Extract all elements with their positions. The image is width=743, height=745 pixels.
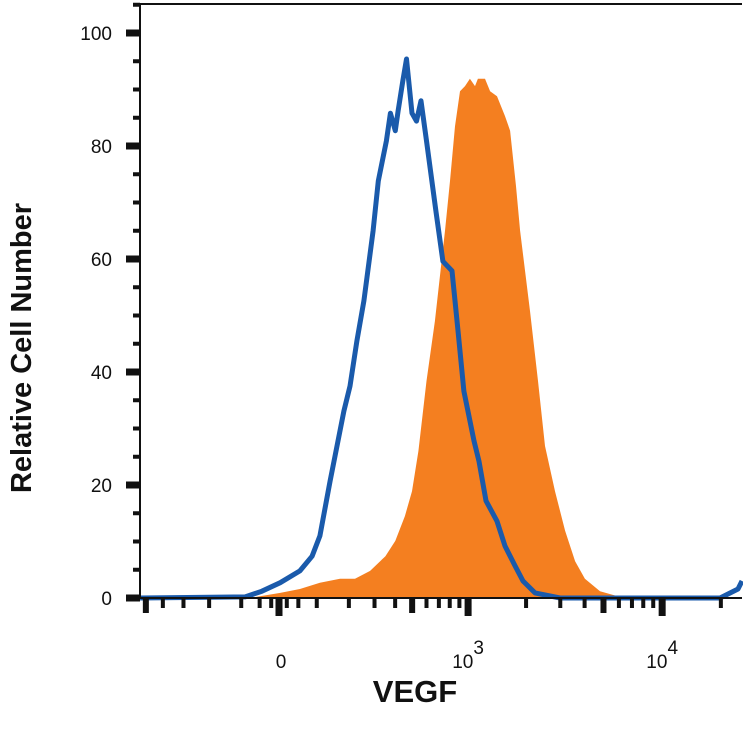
y-major-tick bbox=[126, 594, 140, 602]
x-minor-tick bbox=[314, 599, 319, 608]
x-tick-label: 104 bbox=[646, 638, 678, 673]
x-minor-tick bbox=[582, 599, 587, 608]
y-minor-tick bbox=[133, 511, 140, 516]
series-layer bbox=[140, 56, 743, 601]
x-minor-tick bbox=[239, 599, 244, 608]
x-minor-tick bbox=[651, 599, 656, 608]
x-medium-tick bbox=[142, 599, 149, 613]
y-major-tick bbox=[126, 142, 140, 150]
x-minor-tick bbox=[718, 599, 723, 608]
x-minor-tick bbox=[372, 599, 377, 608]
x-minor-tick bbox=[457, 599, 462, 608]
x-minor-tick bbox=[558, 599, 563, 608]
x-medium-tick bbox=[409, 599, 416, 613]
x-tick-label-exponent: 4 bbox=[667, 638, 678, 659]
x-axis-title: VEGF bbox=[373, 674, 457, 709]
y-minor-tick bbox=[133, 200, 140, 205]
y-tick-label: 100 bbox=[80, 24, 112, 45]
x-tick-label: 103 bbox=[452, 638, 484, 673]
x-minor-tick bbox=[641, 599, 646, 608]
x-minor-tick bbox=[524, 599, 529, 608]
y-tick-label: 60 bbox=[91, 250, 112, 271]
y-major-tick bbox=[126, 481, 140, 489]
x-tick-label-base: 0 bbox=[276, 652, 287, 673]
y-major-tick bbox=[126, 368, 140, 376]
y-tick-label: 40 bbox=[91, 363, 112, 384]
y-major-tick bbox=[126, 29, 140, 37]
y-minor-tick bbox=[133, 59, 140, 64]
x-minor-tick bbox=[447, 599, 452, 608]
y-minor-tick bbox=[133, 115, 140, 120]
x-major-tick bbox=[275, 599, 283, 616]
y-minor-tick bbox=[133, 2, 140, 7]
y-minor-tick bbox=[133, 285, 140, 290]
x-minor-tick bbox=[393, 599, 398, 608]
series-1-outline-histogram bbox=[140, 56, 743, 601]
x-minor-tick bbox=[629, 599, 634, 608]
x-minor-tick bbox=[436, 599, 441, 608]
y-minor-tick bbox=[133, 567, 140, 572]
y-minor-tick bbox=[133, 313, 140, 318]
y-minor-tick bbox=[133, 172, 140, 177]
x-medium-tick bbox=[600, 599, 607, 613]
x-minor-tick bbox=[424, 599, 429, 608]
x-minor-tick bbox=[269, 599, 274, 608]
y-tick-label: 20 bbox=[91, 476, 112, 497]
axes bbox=[139, 3, 742, 599]
x-minor-tick bbox=[616, 599, 621, 608]
x-major-tick bbox=[464, 599, 472, 616]
y-minor-tick bbox=[133, 539, 140, 544]
y-minor-tick bbox=[133, 87, 140, 92]
x-minor-tick bbox=[296, 599, 301, 608]
x-minor-tick bbox=[257, 599, 262, 608]
x-tick-label: 0 bbox=[276, 652, 287, 673]
x-major-tick bbox=[658, 599, 666, 616]
y-axis-title: Relative Cell Number bbox=[6, 203, 38, 493]
x-minor-tick bbox=[160, 599, 165, 608]
x-minor-tick bbox=[346, 599, 351, 608]
y-major-tick bbox=[126, 255, 140, 263]
series-0-filled-histogram bbox=[249, 78, 641, 599]
x-minor-tick bbox=[284, 599, 289, 608]
y-minor-tick bbox=[133, 454, 140, 459]
y-minor-tick bbox=[133, 398, 140, 403]
x-minor-tick bbox=[207, 599, 212, 608]
x-tick-label-exponent: 3 bbox=[473, 638, 484, 659]
x-tick-label-base: 10 bbox=[646, 652, 667, 673]
y-minor-tick bbox=[133, 341, 140, 346]
y-tick-label: 0 bbox=[101, 589, 112, 610]
y-tick-label: 80 bbox=[91, 137, 112, 158]
x-minor-tick bbox=[181, 599, 186, 608]
x-tick-label-base: 10 bbox=[452, 652, 473, 673]
y-minor-tick bbox=[133, 228, 140, 233]
y-minor-tick bbox=[133, 426, 140, 431]
